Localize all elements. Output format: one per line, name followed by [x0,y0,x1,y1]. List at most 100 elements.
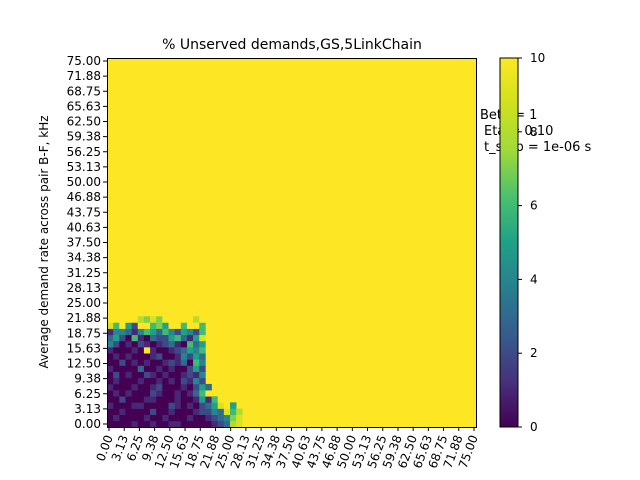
heatmap-cell [131,365,139,372]
heatmap-cell [131,408,139,415]
heatmap-cell [193,334,200,342]
heatmap-cell [150,322,157,329]
heatmap-cell [205,420,212,428]
y-tick-label: 3.13 [74,402,101,416]
heatmap-cell [107,328,114,336]
y-tick-label: 68.75 [67,84,101,98]
heatmap-cell [180,347,188,354]
heatmap-cell [143,420,151,428]
chart-title: % Unserved demands,GS,5LinkChain [162,37,422,53]
heatmap-cell [180,420,188,428]
heatmap-cell [113,383,120,391]
heatmap-cell [150,340,157,348]
heatmap-cell [186,371,194,379]
heatmap-cell [168,322,175,329]
heatmap-cell [113,420,120,428]
heatmap-cell [119,340,126,348]
heatmap-cell [119,353,126,360]
heatmap-cell [236,408,243,415]
heatmap-cell [199,371,206,379]
heatmap-cell [156,359,163,366]
heatmap-cell [162,365,169,372]
heatmap-cell [107,414,114,422]
heatmap-cell [119,334,126,342]
heatmap-cell [137,340,145,348]
heatmap-cell [131,334,139,342]
heatmap-cell [230,420,237,428]
heatmap-cell [131,347,139,354]
heatmap-cell [113,402,120,409]
heatmap-cell [131,359,139,366]
y-tick-label: 0.00 [74,417,101,431]
heatmap-cell [137,347,145,354]
heatmap-cell [199,316,206,323]
heatmap-cell [125,365,132,372]
heatmap-cell [217,396,225,403]
heatmap-cell [193,420,200,428]
heatmap-cell [174,365,182,372]
heatmap-cell [217,402,225,409]
heatmap-cell [131,316,139,323]
y-tick-label: 34.38 [67,251,101,265]
x-axis-ticks: 0.003.136.259.3812.5015.6318.7521.8825.0… [94,427,481,470]
heatmap-cell [125,322,132,329]
heatmap-cell [137,383,145,391]
heatmap-cell [223,414,231,422]
heatmap-cell [113,414,120,422]
y-tick-label: 43.75 [67,205,101,219]
heatmap-cell [150,414,157,422]
heatmap-cell [162,322,169,329]
heatmap-cell [143,347,151,354]
heatmap-cell [143,377,151,385]
heatmap-cell [156,316,163,323]
heatmap-cell [174,420,182,428]
heatmap-cell [125,377,132,385]
heatmap-cell [205,402,212,409]
heatmap-cell [143,353,151,360]
heatmap-cell [119,328,126,336]
heatmap-cell [180,316,188,323]
heatmap-cell [107,365,114,372]
heatmap-cell [107,383,114,391]
heatmap-cell [131,353,139,360]
heatmap-cell [199,377,206,385]
heatmap-cell [186,383,194,391]
heatmap-cell [180,322,188,329]
heatmap-cell [199,408,206,415]
heatmap-cell [162,359,169,366]
heatmap-cell [143,402,151,409]
y-tick-label: 25.00 [67,296,101,310]
heatmap-cell [156,383,163,391]
heatmap-cell [137,334,145,342]
heatmap-cell [107,316,114,323]
heatmap-cell [230,414,237,422]
heatmap-cell [168,377,175,385]
heatmap-cell [199,322,206,329]
heatmap-cell [156,390,163,397]
y-axis-label: Average demand rate across pair B-F, kHz [37,115,51,368]
heatmap-cell [162,390,169,397]
heatmap-cell [125,390,132,397]
colorbar-ticks: 0 2 4 6 8 10 [518,51,545,434]
heatmap-cell [162,420,169,428]
heatmap-cell [143,359,151,366]
heatmap-cell [199,414,206,422]
heatmap-cell [150,371,157,379]
heatmap-cell [150,377,157,385]
heatmap-cell [162,396,169,403]
heatmap-cell [223,408,231,415]
y-tick-label: 62.50 [67,115,101,129]
heatmap-cell [125,408,132,415]
heatmap-cell [186,420,194,428]
heatmap-cell [156,377,163,385]
y-tick-label: 9.38 [74,372,101,386]
colorbar-tick-label: 2 [530,346,538,360]
heatmap-cell [217,420,225,428]
heatmap-cell [150,402,157,409]
heatmap-cell [162,328,169,336]
heatmap-cell [143,371,151,379]
heatmap-cell [119,322,126,329]
heatmap-cell [119,420,126,428]
y-tick-label: 56.25 [67,145,101,159]
heatmap-cell [131,390,139,397]
